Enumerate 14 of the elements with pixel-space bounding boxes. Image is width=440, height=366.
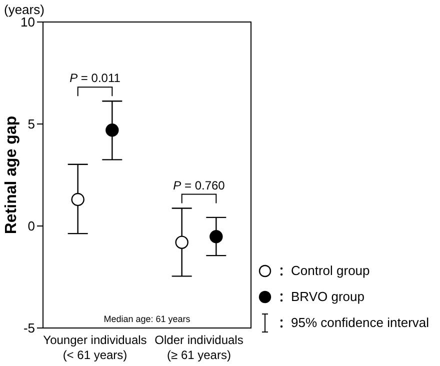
legend-label: Control group xyxy=(291,262,370,280)
text: (years) xyxy=(4,2,44,17)
legend-label: BRVO group xyxy=(291,288,364,306)
y-axis-title: Retinal age gap xyxy=(3,116,20,234)
text: 95% confidence interval xyxy=(291,314,430,332)
annotation: P = 0.011 xyxy=(70,71,121,86)
annotation: Median age: 61 years xyxy=(104,314,191,324)
annotation: P = 0.760 xyxy=(173,178,226,192)
y-tick-label: -5 xyxy=(23,320,35,336)
x-tick-label: Older individuals (≥ 61 years) xyxy=(154,333,244,362)
x-tick-label: Younger individuals (< 61 years) xyxy=(43,333,147,362)
y-tick-label: 10 xyxy=(20,14,35,30)
y-tick-label: 0 xyxy=(28,218,35,234)
y-tick-label: 5 xyxy=(28,116,35,132)
